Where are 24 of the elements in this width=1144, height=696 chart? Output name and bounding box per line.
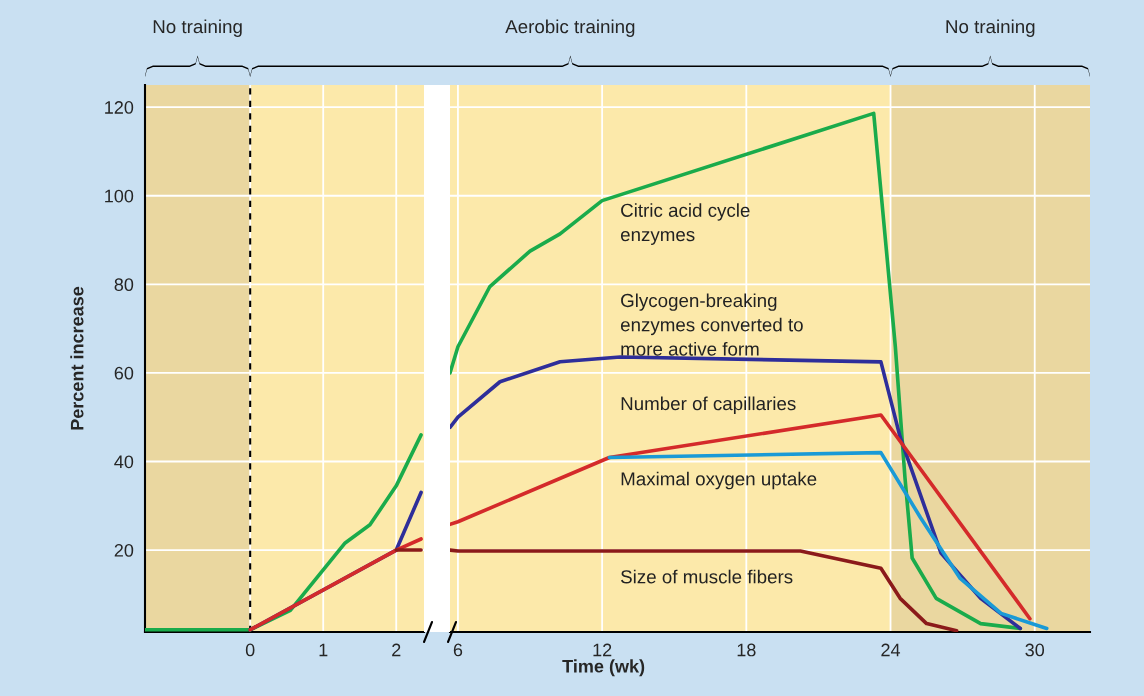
x-tick-label: 2 — [392, 643, 401, 657]
x-tick-label: 6 — [453, 643, 463, 657]
series-label: Citric acid cycle enzymes — [620, 203, 750, 245]
x-tick-label: 24 — [881, 643, 901, 657]
y-tick-label: 40 — [114, 455, 134, 469]
series-label: Glycogen-breaking enzymes converted to more active form — [620, 293, 803, 356]
y-tick-label: 120 — [105, 101, 134, 114]
series-label: Size of muscle fibers — [621, 569, 793, 584]
x-tick-label: 30 — [1025, 643, 1045, 657]
x-axis-title: Time (wk) — [562, 659, 645, 677]
x-tick-label: 1 — [319, 643, 328, 657]
band-label: No training — [153, 19, 242, 37]
band-label: Aerobic training — [505, 19, 635, 37]
y-axis-title: Percent increase — [70, 286, 84, 430]
y-tick-label: 80 — [114, 278, 134, 292]
y-tick-label: 100 — [105, 189, 134, 203]
series-label: Maximal oxygen uptake — [621, 471, 817, 490]
x-tick-label: 12 — [593, 643, 612, 657]
band-label: No training — [946, 19, 1035, 37]
x-tick-label: 0 — [245, 643, 255, 657]
series-label: Number of capillaries — [621, 396, 796, 414]
y-tick-label: 60 — [114, 366, 134, 380]
x-tick-label: 18 — [737, 643, 756, 657]
y-tick-label: 20 — [114, 544, 134, 557]
